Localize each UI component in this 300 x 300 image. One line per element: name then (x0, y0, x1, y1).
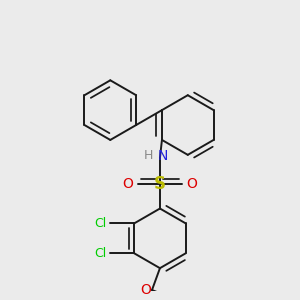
Text: H: H (143, 149, 153, 162)
Text: O: O (141, 283, 152, 297)
Text: S: S (154, 175, 166, 193)
Text: O: O (123, 177, 134, 191)
Text: O: O (186, 177, 197, 191)
Text: Cl: Cl (94, 247, 106, 260)
Text: Cl: Cl (94, 217, 106, 230)
Text: N: N (158, 149, 168, 163)
